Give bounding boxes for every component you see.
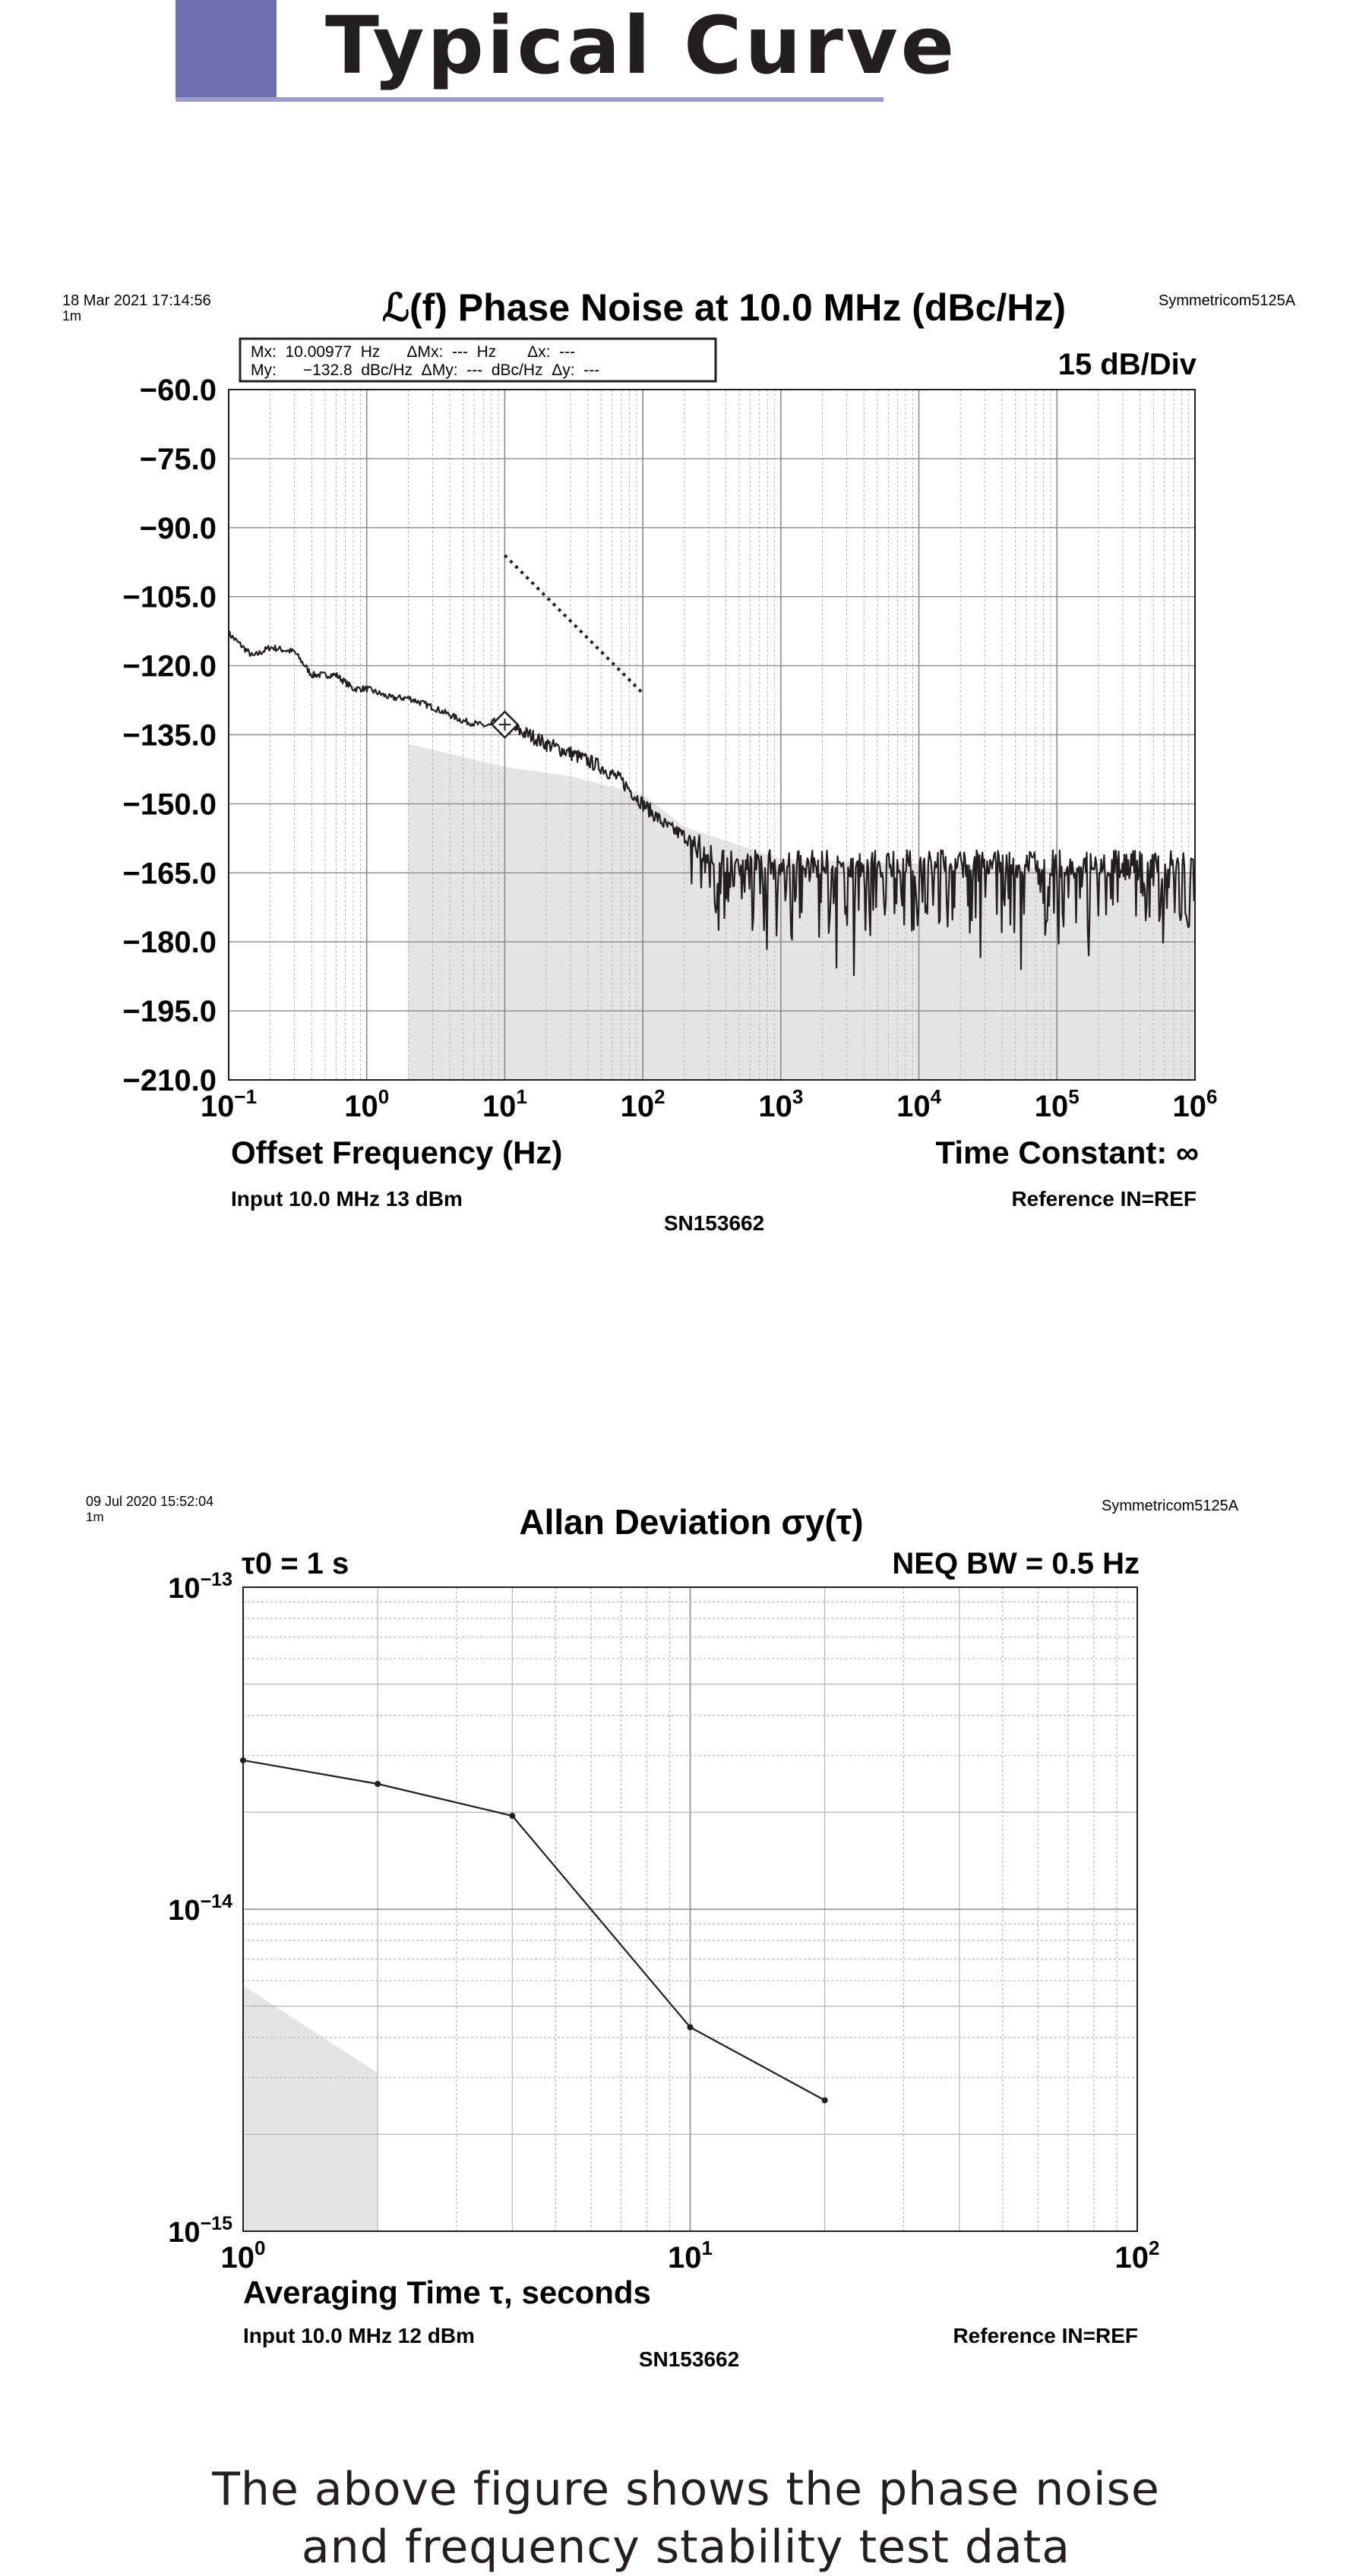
pn-x-axis-label: Offset Frequency (Hz): [231, 1135, 562, 1170]
ad-data-point: [687, 2024, 694, 2031]
pn-y-tick-label: −180.0: [123, 926, 217, 959]
pn-y-tick-label: −210.0: [123, 1064, 217, 1097]
ad-neq-bw-label: NEQ BW = 0.5 Hz: [892, 1547, 1140, 1580]
ad-x-tick-label: 101: [668, 2237, 713, 2275]
pn-x-tick-label: 106: [1173, 1085, 1218, 1123]
page-title: Typical Curve: [325, 0, 958, 92]
ad-data-point: [375, 1780, 381, 1787]
ad-data-point: [821, 2097, 828, 2104]
pn-x-tick-label: 104: [896, 1085, 942, 1123]
header-underline: [175, 97, 884, 102]
ad-title: Allan Deviation σy(τ): [519, 1502, 863, 1542]
pn-x-tick-label: 105: [1035, 1085, 1080, 1123]
ad-y-tick-label: 10−13: [168, 1569, 232, 1605]
pn-x-tick-labels: 10−1 100 101 102 103 104 105 106: [201, 1085, 1218, 1123]
pn-marker-diamond-icon: [490, 710, 520, 739]
ad-x-tick-labels: 100 101 102: [221, 2237, 1160, 2275]
allan-deviation-chart: 09 Jul 2020 15:52:04 1m Symmetricom5125A…: [86, 1494, 1239, 2371]
phase-noise-chart: 18 Mar 2021 17:14:56 1m Symmetricom5125A…: [62, 286, 1296, 1235]
pn-y-tick-label: −75.0: [140, 443, 217, 476]
ad-noise-floor-area: [243, 1985, 378, 2231]
pn-phase-noise-trace: [227, 630, 1197, 977]
pn-y-tick-labels: −60.0 −75.0 −90.0 −105.0 −120.0 −135.0 −150.0 −…: [123, 374, 217, 1097]
ad-serial: SN153662: [639, 2347, 739, 2371]
pn-x-tick-label: 10−1: [201, 1085, 257, 1123]
ad-timestamp: 09 Jul 2020 15:52:04: [86, 1494, 213, 1509]
pn-marker-row-x: Mx: 10.00977 Hz ΔMx: --- Hz Δx: ---: [251, 343, 575, 361]
pn-x-tick-label: 101: [482, 1085, 527, 1123]
ad-x-tick-label: 100: [221, 2237, 266, 2275]
pn-x-tick-label: 102: [621, 1085, 665, 1123]
pn-timestamp: 18 Mar 2021 17:14:56: [62, 292, 211, 309]
pn-y-tick-label: −195.0: [123, 995, 217, 1028]
pn-y-tick-label: −90.0: [140, 512, 217, 545]
pn-x-tick-label: 100: [344, 1085, 389, 1123]
ad-plot-frame: [242, 1586, 1138, 2232]
pn-y-tick-label: −105.0: [123, 581, 217, 614]
caption-line-1: The above figure shows the phase noise: [212, 2463, 1160, 2516]
pn-timestamp-sub: 1m: [62, 308, 81, 324]
ad-reference-info: Reference IN=REF: [953, 2324, 1138, 2347]
pn-grid-lines: [228, 389, 1196, 1081]
pn-reference-info: Reference IN=REF: [1011, 1187, 1197, 1211]
pn-y-tick-label: −165.0: [123, 857, 217, 890]
ad-grid-lines: [242, 1586, 1138, 2232]
pn-instrument: Symmetricom5125A: [1159, 292, 1296, 309]
ad-y-tick-labels: 10−13 10−14 10−15: [168, 1569, 232, 2249]
pn-y-tick-label: −120.0: [123, 650, 217, 683]
pn-x-tick-label: 103: [758, 1085, 803, 1123]
pn-time-constant: Time Constant: ∞: [935, 1135, 1199, 1170]
header-accent-block: [175, 0, 277, 101]
pn-y-tick-label: −135.0: [123, 719, 217, 753]
ad-x-tick-label: 102: [1115, 2237, 1160, 2275]
pn-marker-row-y: My: −132.8 dBc/Hz ΔMy: --- dBc/Hz Δy: --…: [251, 361, 599, 379]
ad-input-info: Input 10.0 MHz 12 dBm: [243, 2324, 475, 2347]
pn-marker-box: [239, 337, 717, 383]
ad-tau0-label: τ0 = 1 s: [242, 1547, 349, 1580]
pn-y-tick-label: −150.0: [123, 788, 217, 821]
ad-timestamp-sub: 1m: [86, 1510, 104, 1524]
ad-data-point: [509, 1813, 516, 1820]
pn-plot-frame: [228, 389, 1196, 1081]
ad-y-tick-label: 10−14: [168, 1891, 232, 1927]
ad-y-tick-label: 10−15: [168, 2213, 232, 2249]
pn-slope-guide-line: [504, 554, 644, 695]
ad-x-axis-label: Averaging Time τ, seconds: [243, 2275, 651, 2310]
pn-serial: SN153662: [664, 1211, 764, 1235]
pn-scale-label: 15 dB/Div: [1058, 348, 1197, 381]
pn-input-info: Input 10.0 MHz 13 dBm: [231, 1187, 463, 1211]
caption-line-2: and frequency stability test data: [301, 2521, 1071, 2574]
ad-instrument: Symmetricom5125A: [1102, 1498, 1239, 1514]
pn-y-tick-label: −60.0: [140, 374, 217, 407]
pn-title: ℒ(f) Phase Noise at 10.0 MHz (dBc/Hz): [382, 286, 1066, 329]
